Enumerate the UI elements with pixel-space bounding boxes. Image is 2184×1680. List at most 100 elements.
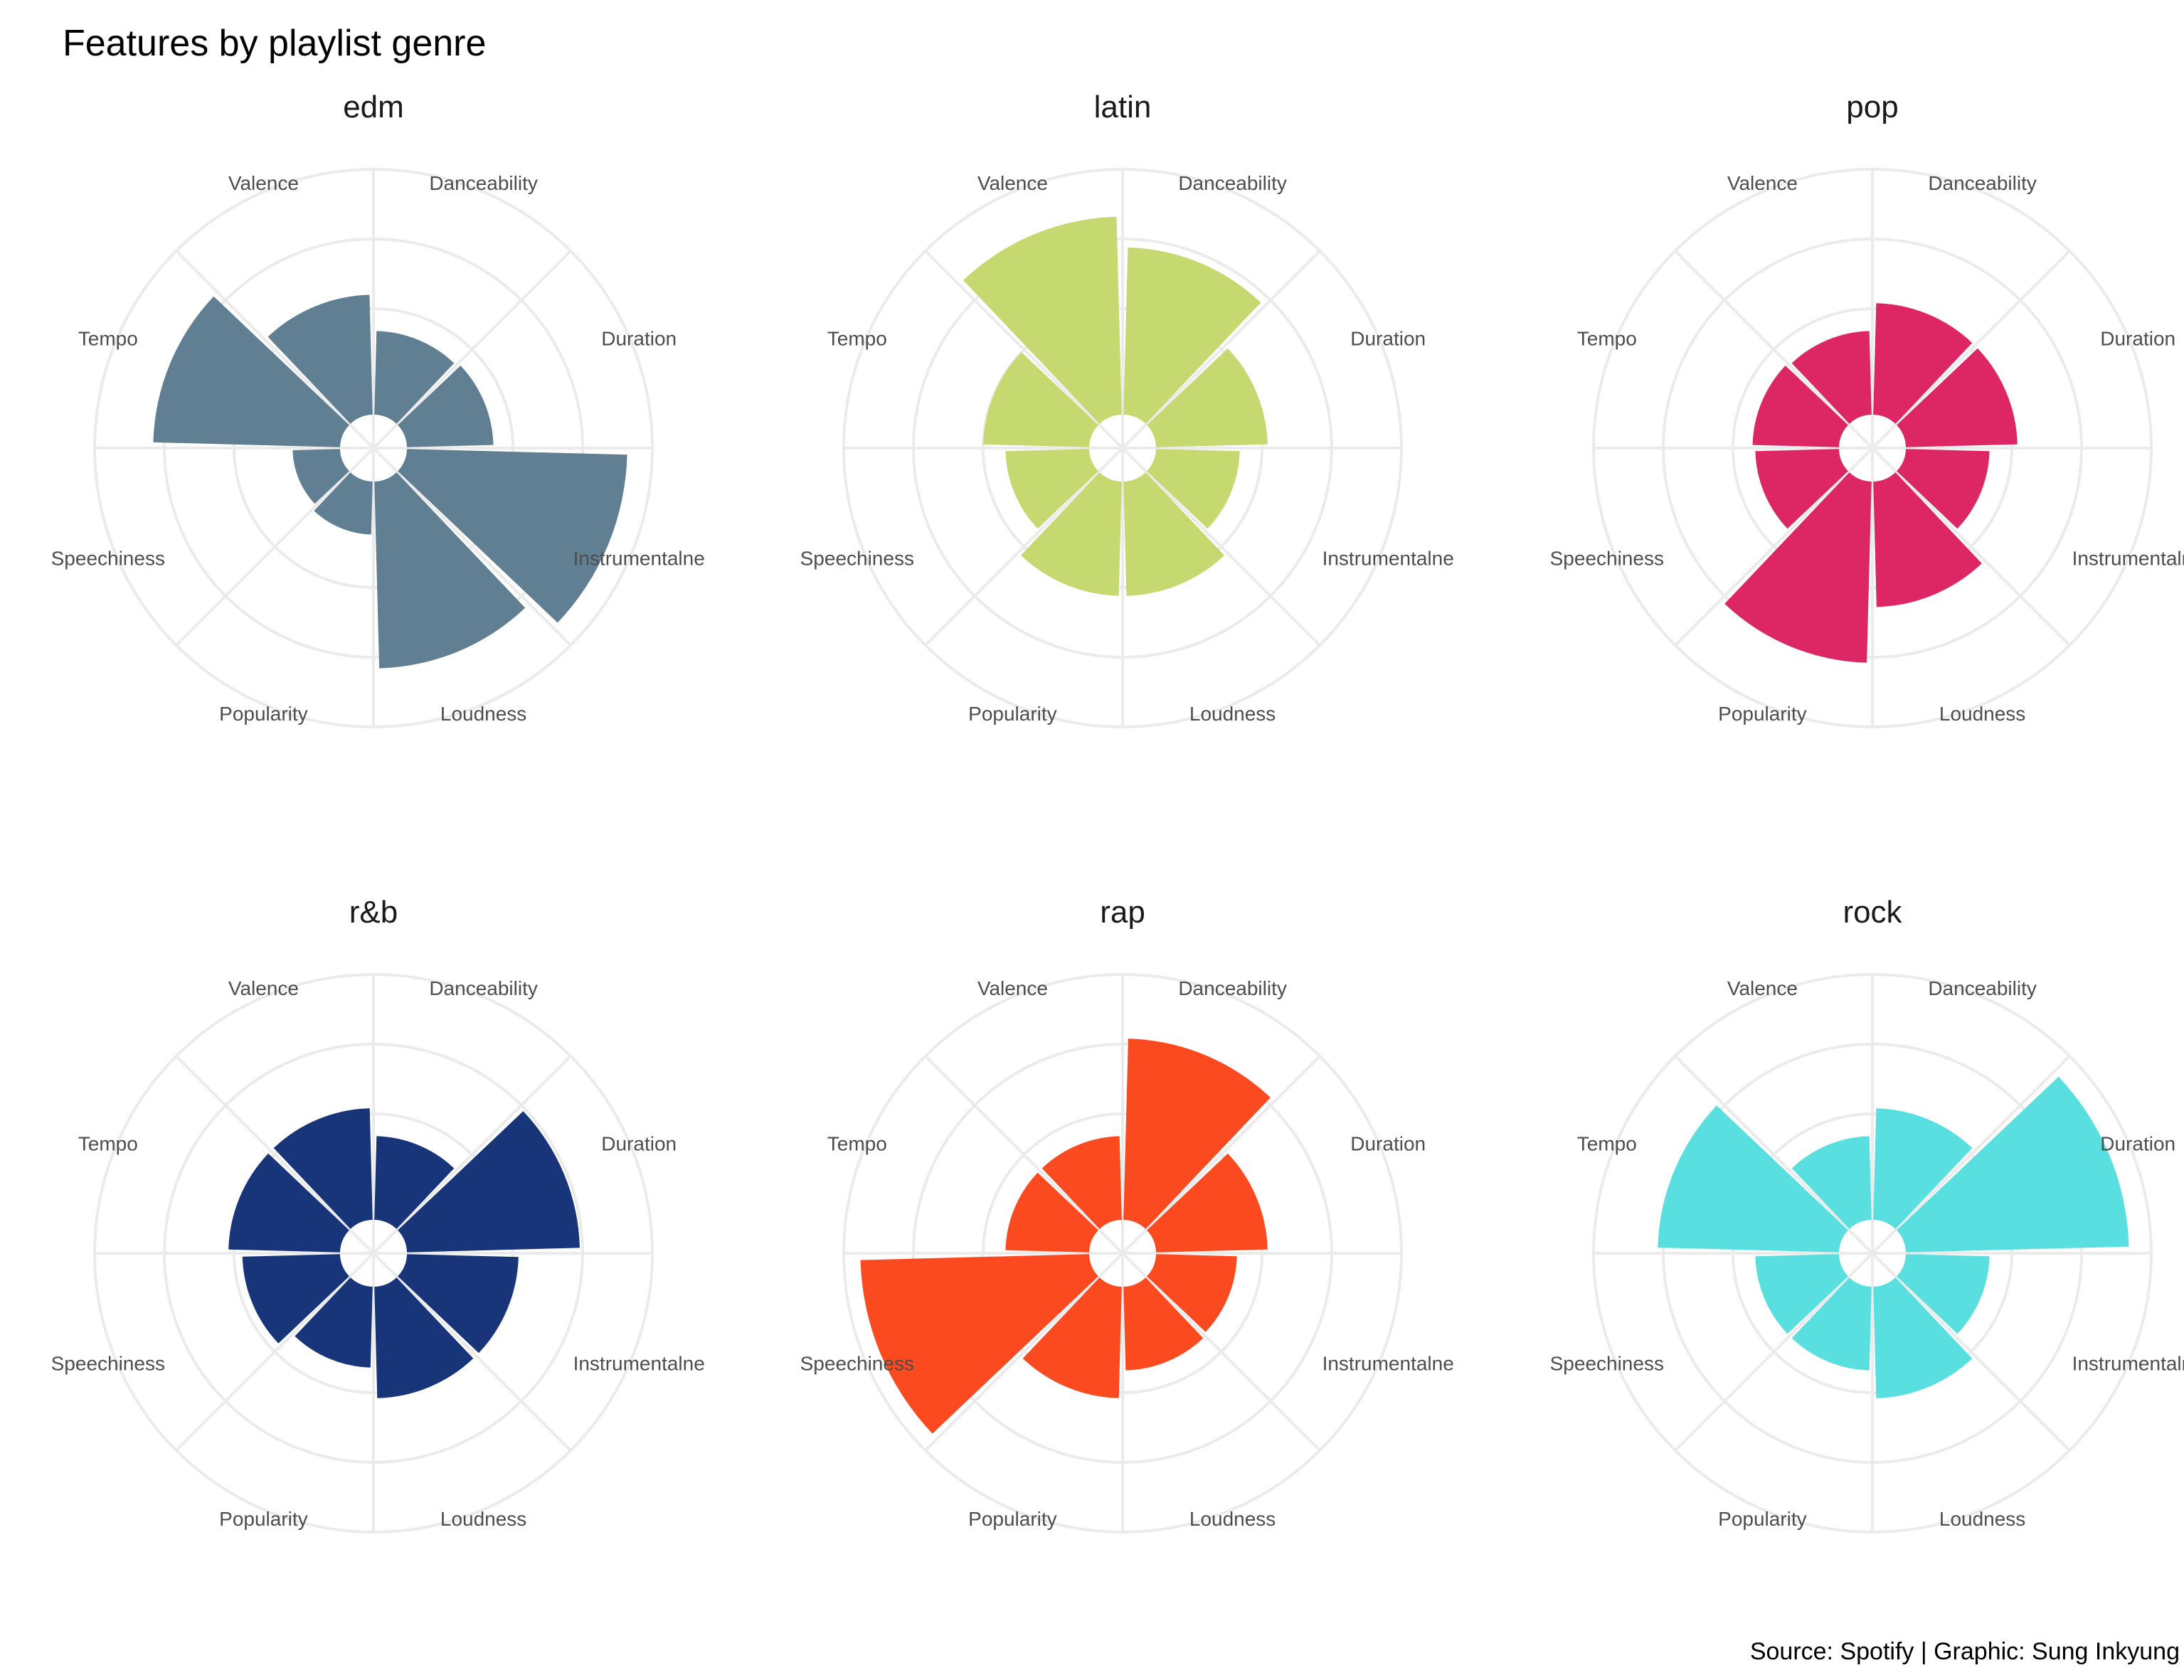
bar-popularity [1791, 1277, 1872, 1371]
axis-label-loudness: Loudness [440, 1508, 526, 1530]
gridline-spoke [175, 1055, 375, 1255]
bar-duration [1147, 1153, 1268, 1253]
bar-valence [963, 216, 1122, 424]
bar-instrumentalne [1147, 449, 1240, 529]
bar-danceability [374, 331, 455, 424]
gridline-spoke [175, 1252, 375, 1452]
gridline-spoke [1121, 447, 1321, 647]
bar-speechiness [242, 1254, 349, 1344]
axis-label-danceability: Danceability [429, 172, 538, 194]
bar-danceability [374, 1136, 455, 1229]
bar-popularity [1021, 472, 1122, 596]
axis-label-loudness: Loudness [1939, 1508, 2025, 1530]
axis-label-popularity: Popularity [1718, 703, 1807, 725]
axis-label-duration: Duration [2100, 327, 2175, 349]
axis-label-duration: Duration [601, 327, 677, 349]
bar-tempo [1752, 366, 1848, 447]
axis-label-instrumentalne: Instrumentalne [2072, 548, 2184, 570]
bar-speechiness [1755, 449, 1848, 529]
chart-caption: Source: Spotify | Graphic: Sung Inkyung [1750, 1638, 2180, 1665]
axis-label-loudness: Loudness [1189, 1508, 1276, 1530]
bar-duration [1147, 348, 1268, 447]
axis-label-danceability: Danceability [1928, 172, 2037, 194]
bar-tempo [228, 1153, 349, 1253]
axis-label-popularity: Popularity [968, 703, 1057, 725]
bar-tempo [1658, 1105, 1848, 1253]
panel-rock: Danceability Duration Instrumentalne Loudne… [1550, 895, 2184, 1533]
bar-tempo [1005, 1172, 1098, 1253]
gridline-spoke [1121, 1252, 1321, 1452]
bar-danceability [1873, 1108, 1973, 1229]
gridline-spoke [1871, 1252, 2071, 1452]
axis-label-loudness: Loudness [1939, 703, 2025, 725]
axis-label-popularity: Popularity [968, 1508, 1057, 1530]
axis-label-duration: Duration [2100, 1132, 2175, 1154]
axis-label-valence: Valence [977, 977, 1048, 999]
gridline-spoke [1674, 1252, 1874, 1452]
bar-danceability [1123, 247, 1261, 424]
axis-label-valence: Valence [977, 172, 1048, 194]
axis-label-instrumentalne: Instrumentalne [2072, 1353, 2184, 1375]
gridline-spoke [924, 1055, 1124, 1255]
axis-label-valence: Valence [228, 172, 299, 194]
bar-instrumentalne [398, 1254, 519, 1354]
panel-rap: Danceability Duration Instrumentalne Loudne… [800, 895, 1454, 1533]
gridline-spoke [372, 447, 572, 647]
bar-loudness [1873, 1277, 1973, 1398]
bar-speechiness [1755, 1254, 1848, 1334]
panel-title: edm [343, 90, 404, 124]
axis-label-loudness: Loudness [440, 703, 526, 725]
gridline-spoke [1674, 447, 1874, 647]
axis-label-tempo: Tempo [827, 1132, 887, 1154]
axis-label-popularity: Popularity [1718, 1508, 1807, 1530]
axis-label-tempo: Tempo [78, 1132, 138, 1154]
axis-label-valence: Valence [228, 977, 299, 999]
bar-loudness [1123, 472, 1224, 596]
axis-label-danceability: Danceability [1178, 977, 1287, 999]
axis-label-tempo: Tempo [827, 327, 887, 349]
bar-instrumentalne [398, 449, 627, 623]
facet-panels: Danceability Duration Instrumentalne Loudne… [51, 90, 2184, 1533]
axis-label-speechiness: Speechiness [800, 1353, 914, 1375]
gridline-spoke [1121, 250, 1321, 450]
bar-instrumentalne [1147, 1254, 1237, 1332]
axis-label-popularity: Popularity [219, 1508, 308, 1530]
axis-label-tempo: Tempo [1577, 327, 1637, 349]
axis-label-speechiness: Speechiness [1550, 1353, 1664, 1375]
gridline-spoke [1674, 1055, 1874, 1255]
axis-label-valence: Valence [1727, 977, 1798, 999]
axis-label-speechiness: Speechiness [1550, 548, 1664, 570]
axis-label-tempo: Tempo [78, 327, 138, 349]
bar-valence [1041, 1136, 1122, 1229]
axis-label-instrumentalne: Instrumentalne [573, 548, 705, 570]
axis-label-tempo: Tempo [1577, 1132, 1637, 1154]
axis-label-instrumentalne: Instrumentalne [1322, 1353, 1454, 1375]
bar-loudness [1123, 1277, 1204, 1371]
bar-valence [1791, 331, 1872, 424]
axis-label-speechiness: Speechiness [51, 548, 165, 570]
axis-label-danceability: Danceability [1928, 977, 2037, 999]
axis-label-popularity: Popularity [219, 703, 308, 725]
bar-danceability [1873, 303, 1973, 424]
bar-loudness [1873, 472, 1982, 607]
gridline-spoke [1871, 1055, 2071, 1255]
axis-label-danceability: Danceability [429, 977, 538, 999]
bar-valence [267, 294, 373, 424]
bar-valence [1791, 1136, 1872, 1229]
bar-loudness [374, 1277, 474, 1398]
gridline-spoke [372, 250, 572, 450]
bar-duration [1897, 1076, 2129, 1253]
gridline-spoke [372, 1252, 572, 1452]
axis-label-duration: Duration [1350, 327, 1426, 349]
gridline-spoke [175, 447, 375, 647]
axis-label-instrumentalne: Instrumentalne [1322, 548, 1454, 570]
bar-speechiness [292, 449, 349, 504]
panel-title: rock [1843, 895, 1902, 930]
axis-label-loudness: Loudness [1189, 703, 1276, 725]
bar-valence [273, 1108, 373, 1229]
bar-popularity [1724, 472, 1872, 663]
panel-title: r&b [349, 895, 398, 930]
gridline-spoke [1121, 1055, 1321, 1255]
bar-duration [398, 366, 494, 447]
